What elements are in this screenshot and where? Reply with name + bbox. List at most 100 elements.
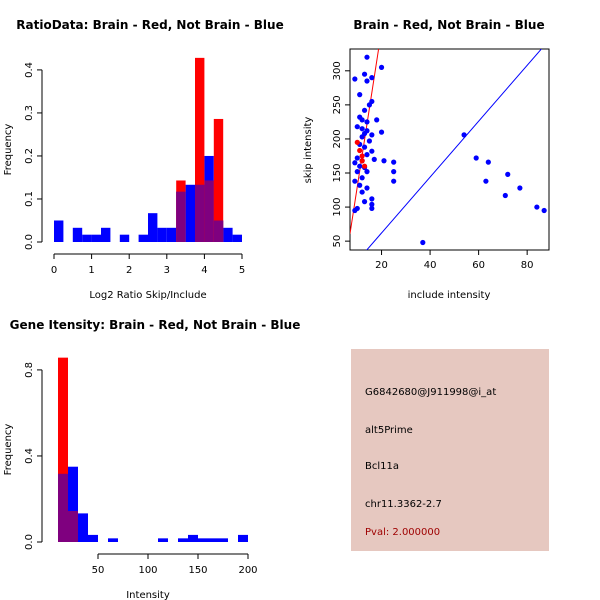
x-tick-label: 1 [88, 265, 94, 276]
brain-point [361, 163, 368, 169]
x-axis-label: include intensity [408, 290, 491, 301]
not-brain-point [361, 199, 368, 205]
not-brain-point [371, 156, 377, 162]
x-tick-label: 60 [472, 260, 485, 271]
y-tick-label: 50 [332, 235, 343, 248]
not-brain-bar [208, 538, 218, 542]
overlap-bar [204, 180, 214, 242]
x-tick-label: 50 [92, 565, 105, 576]
not-brain-bar [178, 538, 188, 542]
y-tick-label: 0.8 [24, 362, 35, 378]
x-tick-label: 100 [138, 565, 157, 576]
y-tick-label: 300 [332, 61, 343, 80]
not-brain-point [534, 204, 540, 210]
not-brain-point [354, 155, 360, 161]
not-brain-bar [218, 538, 228, 542]
not-brain-point [483, 178, 489, 184]
not-brain-bar [148, 213, 158, 242]
not-brain-point [361, 107, 368, 113]
gene-intensity-histogram: 50 100 150 200 0.0 0.4 0.8 Gene Itensity: Brain… [3, 318, 300, 600]
not-brain-point [541, 207, 547, 214]
x-tick-label: 80 [521, 260, 534, 271]
not-brain-point [364, 152, 370, 158]
not-brain-point [505, 171, 511, 177]
not-brain-point [502, 192, 508, 199]
not-brain-point [364, 54, 370, 60]
y-axis-label: skip intensity [303, 117, 314, 184]
not-brain-point [357, 182, 363, 188]
probe-id: G6842680@J911998@i_at [365, 387, 497, 398]
not-brain-point [485, 159, 491, 165]
not-brain-point [357, 92, 363, 98]
not-brain-bar [232, 234, 242, 242]
y-tick-label: 100 [332, 198, 343, 217]
not-brain-point [354, 169, 360, 175]
chart-title: Brain - Red, Not Brain - Blue [353, 18, 544, 32]
not-brain-bar [108, 538, 118, 542]
x-tick-label: 20 [375, 260, 388, 271]
chart-title: Gene Itensity: Brain - Red, Not Brain - … [10, 318, 301, 332]
not-brain-point [473, 155, 479, 161]
not-brain-bar [78, 513, 88, 542]
y-tick-label: 0.3 [24, 105, 35, 121]
x-tick-label: 150 [188, 565, 207, 576]
not-brain-point [369, 132, 375, 138]
not-brain-point [391, 178, 397, 184]
not-brain-point [391, 169, 397, 175]
y-tick-label: 200 [332, 129, 343, 148]
x-axis-label: Log2 Ratio Skip/Include [89, 290, 206, 301]
not-brain-point [378, 64, 385, 70]
not-brain-point [420, 239, 426, 246]
not-brain-point [357, 163, 363, 169]
plot-frame [349, 48, 550, 251]
not-brain-point [461, 132, 467, 138]
not-brain-point [359, 117, 365, 123]
y-axis-label: Frequency [3, 124, 14, 176]
identity-line [366, 49, 543, 250]
not-brain-point [352, 207, 358, 214]
not-brain-point [364, 78, 370, 84]
brain-point [357, 147, 363, 154]
brain-bar [213, 118, 224, 242]
not-brain-bar [188, 534, 198, 542]
event-type: alt5Prime [365, 425, 413, 436]
not-brain-point [352, 160, 358, 166]
not-brain-point [366, 138, 373, 144]
chart-title: RatioData: Brain - Red, Not Brain - Blue [16, 18, 283, 32]
not-brain-bar [88, 534, 98, 542]
y-tick-label: 0.0 [24, 534, 35, 550]
not-brain-point [366, 102, 373, 108]
not-brain-point [391, 159, 397, 165]
not-brain-bar [166, 227, 177, 242]
ratio-histogram: 0 1 2 3 4 5 0.0 0.1 0.2 0.3 0.4 RatioData: Brain - … [3, 18, 284, 301]
brain-bar [58, 357, 68, 542]
brain-point [354, 139, 360, 145]
not-brain-point [517, 185, 523, 191]
not-brain-point [369, 148, 375, 154]
not-brain-bar [82, 234, 92, 242]
not-brain-point [369, 205, 375, 212]
not-brain-point [361, 144, 368, 150]
info-panel: G6842680@J911998@i_at alt5Prime Bcl11a c… [351, 349, 549, 551]
brain-point [359, 153, 365, 159]
not-brain-point [364, 185, 370, 191]
x-tick-label: 0 [51, 265, 57, 276]
y-axis-label: Frequency [3, 424, 14, 476]
x-tick-label: 40 [424, 260, 437, 271]
not-brain-point [364, 119, 370, 125]
not-brain-point [359, 134, 365, 140]
not-brain-bar [238, 534, 248, 542]
not-brain-point [359, 126, 365, 132]
chromosome-location: chr11.3362-2.7 [365, 499, 442, 510]
not-brain-bar [91, 234, 101, 242]
y-tick-label: 0.2 [24, 148, 35, 164]
y-tick-label: 250 [332, 95, 343, 114]
not-brain-point [369, 201, 375, 207]
intensity-scatter: 20 40 60 80 50 100 150 200 250 300 Brain - Red, No… [303, 18, 550, 301]
not-brain-bar [157, 227, 167, 242]
brain-point [359, 158, 365, 164]
not-brain-point [352, 76, 358, 82]
pvalue: Pval: 2.000000 [365, 527, 441, 538]
not-brain-bar [119, 234, 130, 242]
